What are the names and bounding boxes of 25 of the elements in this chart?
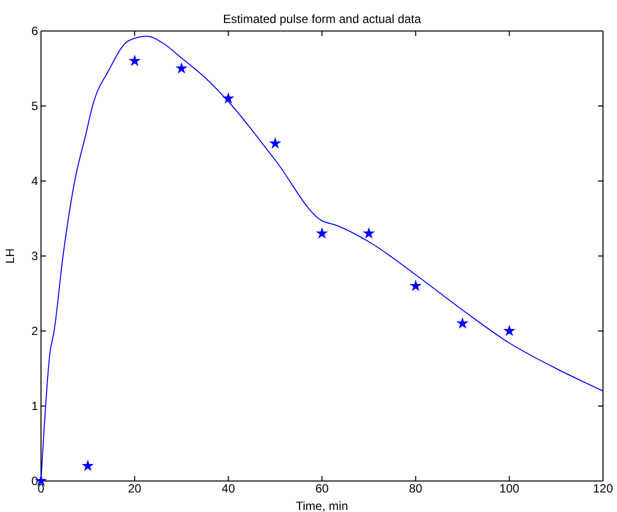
point	[130, 56, 140, 66]
x-tick-label: 40	[222, 482, 236, 496]
x-tick-label: 120	[592, 482, 614, 496]
point	[504, 326, 514, 336]
point	[410, 280, 420, 290]
y-tick-label: 5	[31, 98, 38, 113]
point	[270, 138, 280, 148]
y-tick-label: 2	[31, 324, 38, 338]
point	[364, 228, 374, 238]
y-axis-title: LH	[3, 248, 17, 264]
y-tick-label: 1	[31, 398, 38, 413]
x-tick-label: 20	[128, 482, 142, 496]
y-tick-label: 3	[31, 248, 38, 263]
point	[458, 318, 468, 328]
chart-title: Estimated pulse form and actual data	[222, 12, 422, 26]
y-tick-label: 4	[31, 174, 38, 188]
point	[224, 93, 234, 103]
point	[83, 460, 93, 470]
x-tick-label: 80	[408, 482, 423, 496]
x-tick-label: 60	[315, 482, 329, 496]
point	[176, 63, 186, 73]
x-axis-title: Time, min	[296, 499, 348, 512]
y-tick-label: 6	[31, 24, 38, 38]
x-tick-label: 100	[499, 482, 520, 496]
point	[317, 228, 327, 238]
